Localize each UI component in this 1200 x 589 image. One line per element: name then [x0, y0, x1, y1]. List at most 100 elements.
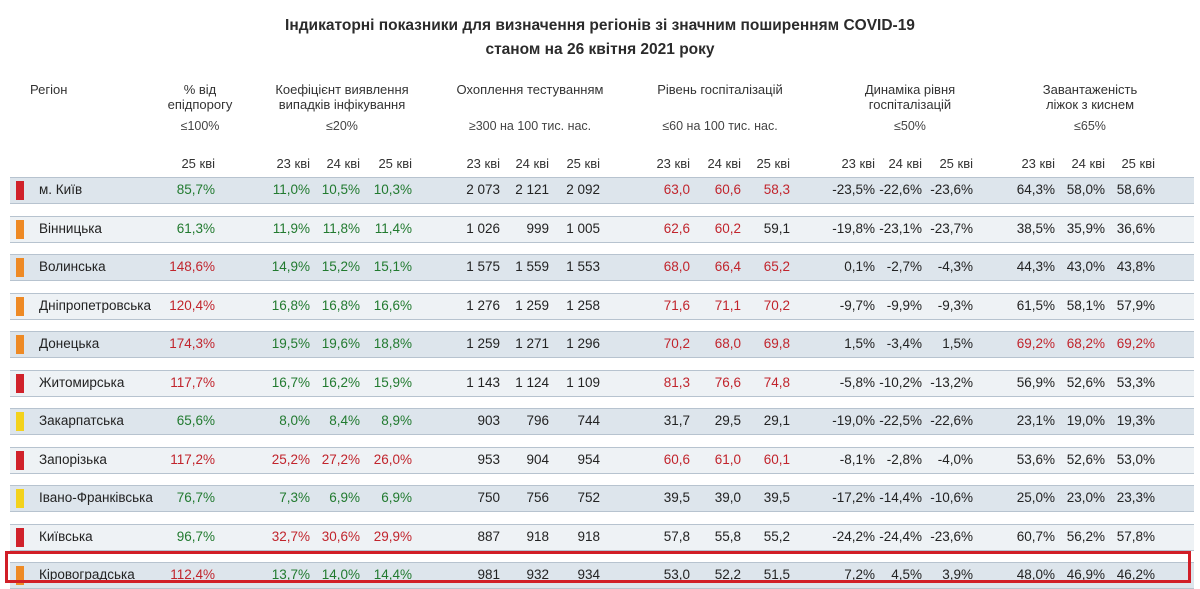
- cell-oxy: 58,6%: [1116, 182, 1155, 197]
- cell-oxy: 44,3%: [1016, 259, 1055, 274]
- date-label-hosp-1: 23 кві: [656, 156, 690, 171]
- cell-hosp: 71,1: [714, 298, 741, 313]
- cell-oxy: 61,5%: [1016, 298, 1055, 313]
- cell-tests: 744: [577, 413, 600, 428]
- cell-oxy: 46,9%: [1066, 567, 1105, 582]
- cell-oxy: 43,0%: [1066, 259, 1105, 274]
- cell-tests: 2 121: [515, 182, 549, 197]
- cell-tests: 954: [577, 452, 600, 467]
- cell-tests: 1 109: [566, 375, 600, 390]
- cell-tests: 1 026: [466, 221, 500, 236]
- date-label-dyn-1: 23 кві: [841, 156, 875, 171]
- cell-tests: 934: [577, 567, 600, 582]
- cell-hosp: 39,0: [714, 490, 741, 505]
- cell-coef: 19,5%: [271, 336, 310, 351]
- cell-epi: 85,7%: [176, 182, 215, 197]
- region-name: Київська: [39, 529, 93, 544]
- cell-dyn: 4,5%: [891, 567, 922, 582]
- cell-coef: 14,0%: [321, 567, 360, 582]
- region-name: м. Київ: [39, 182, 83, 197]
- cell-dyn: -23,1%: [879, 221, 922, 236]
- page-title: Індикаторні показники для визначення рег…: [285, 17, 915, 34]
- cell-coef: 16,7%: [271, 375, 310, 390]
- cell-dyn: 1,5%: [844, 336, 875, 351]
- cell-oxy: 46,2%: [1116, 567, 1155, 582]
- status-marker: [16, 412, 24, 431]
- date-label-coef-2: 24 кві: [326, 156, 360, 171]
- cell-coef: 11,0%: [272, 182, 310, 197]
- status-marker: [16, 566, 24, 585]
- cell-hosp: 39,5: [763, 490, 790, 505]
- cell-tests: 918: [577, 529, 600, 544]
- status-marker: [16, 335, 24, 354]
- cell-oxy: 23,1%: [1016, 413, 1055, 428]
- cell-coef: 16,8%: [321, 298, 360, 313]
- header-region: Регіон: [30, 82, 68, 97]
- cell-oxy: 68,2%: [1066, 336, 1105, 351]
- cell-oxy: 35,9%: [1066, 221, 1105, 236]
- cell-dyn: -24,4%: [879, 529, 922, 544]
- cell-oxy: 23,3%: [1116, 490, 1155, 505]
- cell-epi: 96,7%: [176, 529, 215, 544]
- status-marker: [16, 374, 24, 393]
- cell-dyn: -22,6%: [879, 182, 922, 197]
- cell-oxy: 25,0%: [1016, 490, 1055, 505]
- cell-oxy: 19,3%: [1116, 413, 1155, 428]
- cell-tests: 1 005: [566, 221, 600, 236]
- cell-hosp: 62,6: [663, 221, 690, 236]
- highlight-frame: [5, 551, 1191, 583]
- cell-tests: 999: [526, 221, 549, 236]
- cell-dyn: -17,2%: [832, 490, 875, 505]
- cell-hosp: 58,3: [763, 182, 790, 197]
- region-name: Волинська: [39, 259, 106, 274]
- date-label-dyn-2: 24 кві: [888, 156, 922, 171]
- date-label-oxy-2: 24 кві: [1071, 156, 1105, 171]
- page-subtitle: станом на 26 квітня 2021 року: [485, 41, 715, 58]
- cell-oxy: 56,9%: [1016, 375, 1055, 390]
- cell-tests: 750: [477, 490, 500, 505]
- cell-tests: 1 296: [566, 336, 600, 351]
- cell-hosp: 61,0: [714, 452, 741, 467]
- cell-coef: 7,3%: [279, 490, 310, 505]
- cell-dyn: -5,8%: [839, 375, 875, 390]
- cell-coef: 8,9%: [381, 413, 412, 428]
- cell-oxy: 57,8%: [1116, 529, 1155, 544]
- cell-dyn: -23,5%: [832, 182, 875, 197]
- cell-dyn: -24,2%: [832, 529, 875, 544]
- cell-coef: 16,8%: [271, 298, 310, 313]
- table-row: Запорізька 117,2% 25,2% 27,2% 26,0% 953 904 954…: [10, 447, 1194, 474]
- cell-hosp: 57,8: [663, 529, 690, 544]
- cell-dyn: -8,1%: [839, 452, 875, 467]
- cell-hosp: 70,2: [763, 298, 790, 313]
- cell-dyn: -19,0%: [832, 413, 875, 428]
- cell-hosp: 60,2: [714, 221, 741, 236]
- region-name: Кіровоградська: [39, 567, 135, 582]
- cell-tests: 932: [526, 567, 549, 582]
- threshold-epi: ≤100%: [180, 119, 220, 133]
- header-dyn: Динаміка рівня госпіталізацій: [864, 82, 956, 112]
- cell-epi: 148,6%: [169, 259, 215, 274]
- cell-tests: 981: [477, 567, 500, 582]
- table-row: Волинська 148,6% 14,9% 15,2% 15,1% 1 575 1 559…: [10, 254, 1194, 281]
- date-label-dyn-3: 25 кві: [939, 156, 973, 171]
- cell-oxy: 58,0%: [1066, 182, 1105, 197]
- cell-dyn: -4,3%: [937, 259, 973, 274]
- cell-coef: 14,4%: [373, 567, 412, 582]
- region-name: Запорізька: [39, 452, 107, 467]
- cell-coef: 25,2%: [271, 452, 310, 467]
- cell-dyn: -23,7%: [930, 221, 973, 236]
- cell-oxy: 52,6%: [1066, 452, 1105, 467]
- table-row: Івано-Франківська 76,7% 7,3% 6,9% 6,9% 750 756…: [10, 485, 1194, 512]
- cell-tests: 903: [477, 413, 500, 428]
- threshold-oxy: ≤65%: [1074, 119, 1106, 133]
- header-epi: % від епідпорогу: [167, 82, 233, 112]
- status-marker: [16, 489, 24, 508]
- cell-hosp: 76,6: [714, 375, 741, 390]
- cell-tests: 1 271: [515, 336, 549, 351]
- cell-coef: 10,5%: [321, 182, 360, 197]
- cell-oxy: 36,6%: [1116, 221, 1155, 236]
- cell-hosp: 51,5: [763, 567, 790, 582]
- cell-tests: 1 259: [515, 298, 549, 313]
- date-label-oxy-3: 25 кві: [1121, 156, 1155, 171]
- threshold-hosp: ≤60 на 100 тис. нас.: [662, 119, 778, 133]
